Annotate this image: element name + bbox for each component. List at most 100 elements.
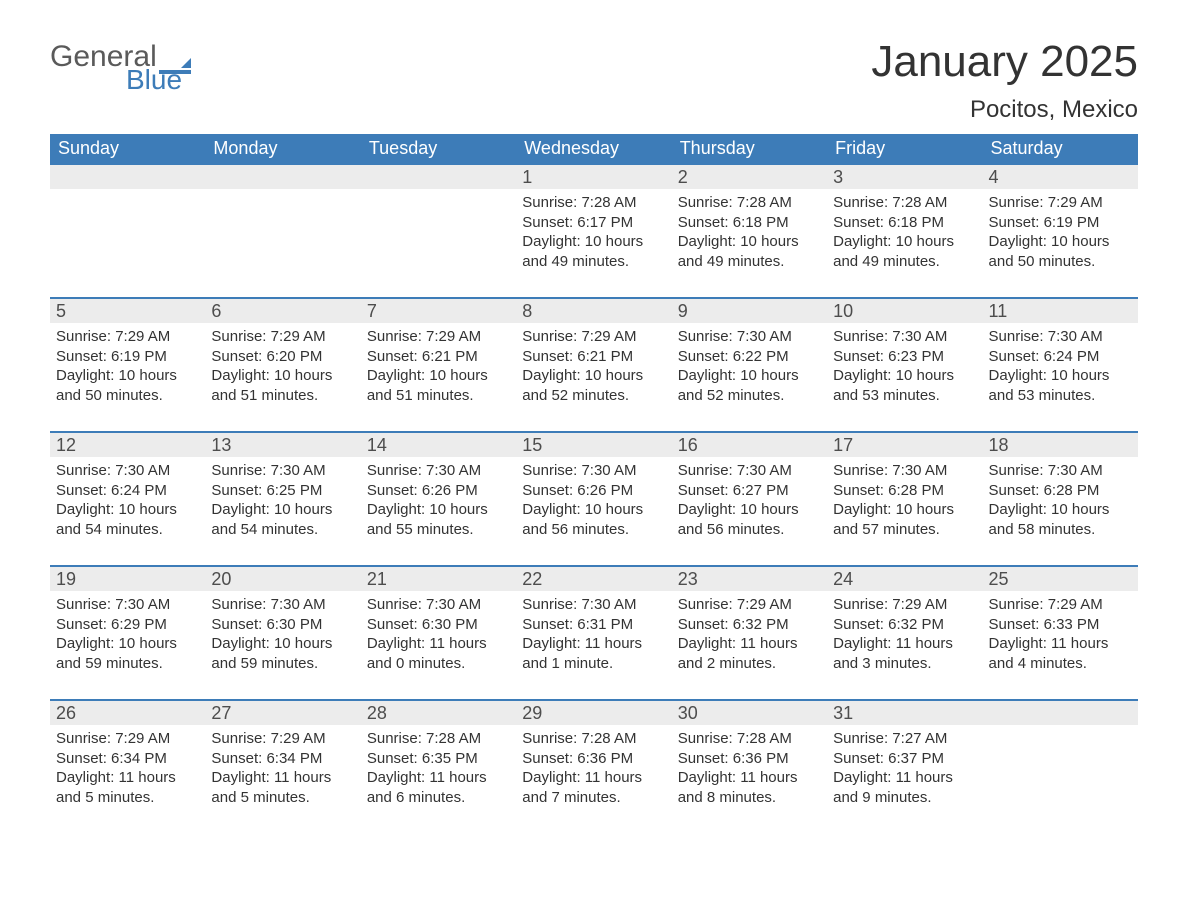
day-cell: 25Sunrise: 7:29 AMSunset: 6:33 PMDayligh…: [983, 565, 1138, 683]
day-header-row: Sunday Monday Tuesday Wednesday Thursday…: [50, 134, 1138, 163]
day-cell: [983, 699, 1138, 817]
daylight-text: Daylight: 10 hours and 51 minutes.: [367, 366, 510, 405]
day-body: Sunrise: 7:30 AMSunset: 6:24 PMDaylight:…: [50, 457, 205, 549]
week-row: 12Sunrise: 7:30 AMSunset: 6:24 PMDayligh…: [50, 431, 1138, 549]
day-cell: 16Sunrise: 7:30 AMSunset: 6:27 PMDayligh…: [672, 431, 827, 549]
sunset-text: Sunset: 6:30 PM: [367, 615, 510, 635]
sunrise-text: Sunrise: 7:30 AM: [522, 595, 665, 615]
day-header-sunday: Sunday: [50, 134, 205, 163]
sunset-text: Sunset: 6:18 PM: [833, 213, 976, 233]
daylight-text: Daylight: 11 hours and 1 minute.: [522, 634, 665, 673]
daylight-text: Daylight: 11 hours and 0 minutes.: [367, 634, 510, 673]
day-cell: 23Sunrise: 7:29 AMSunset: 6:32 PMDayligh…: [672, 565, 827, 683]
daylight-text: Daylight: 11 hours and 7 minutes.: [522, 768, 665, 807]
day-number: 11: [983, 297, 1138, 323]
sunrise-text: Sunrise: 7:30 AM: [56, 461, 199, 481]
day-body: Sunrise: 7:30 AMSunset: 6:26 PMDaylight:…: [516, 457, 671, 549]
day-body: [50, 189, 205, 281]
day-body: Sunrise: 7:29 AMSunset: 6:20 PMDaylight:…: [205, 323, 360, 415]
day-cell: 7Sunrise: 7:29 AMSunset: 6:21 PMDaylight…: [361, 297, 516, 415]
daylight-text: Daylight: 11 hours and 5 minutes.: [56, 768, 199, 807]
daylight-text: Daylight: 10 hours and 57 minutes.: [833, 500, 976, 539]
day-cell: 2Sunrise: 7:28 AMSunset: 6:18 PMDaylight…: [672, 163, 827, 281]
day-body: Sunrise: 7:30 AMSunset: 6:30 PMDaylight:…: [205, 591, 360, 683]
day-number: 1: [516, 163, 671, 189]
week-row: 19Sunrise: 7:30 AMSunset: 6:29 PMDayligh…: [50, 565, 1138, 683]
daylight-text: Daylight: 10 hours and 52 minutes.: [522, 366, 665, 405]
day-number: 16: [672, 431, 827, 457]
sunrise-text: Sunrise: 7:29 AM: [56, 327, 199, 347]
sunset-text: Sunset: 6:34 PM: [56, 749, 199, 769]
day-body: Sunrise: 7:29 AMSunset: 6:32 PMDaylight:…: [827, 591, 982, 683]
day-cell: 11Sunrise: 7:30 AMSunset: 6:24 PMDayligh…: [983, 297, 1138, 415]
day-body: Sunrise: 7:30 AMSunset: 6:27 PMDaylight:…: [672, 457, 827, 549]
sunrise-text: Sunrise: 7:28 AM: [833, 193, 976, 213]
daylight-text: Daylight: 10 hours and 56 minutes.: [522, 500, 665, 539]
day-body: Sunrise: 7:29 AMSunset: 6:34 PMDaylight:…: [205, 725, 360, 817]
sunrise-text: Sunrise: 7:30 AM: [211, 595, 354, 615]
day-cell: 19Sunrise: 7:30 AMSunset: 6:29 PMDayligh…: [50, 565, 205, 683]
sunset-text: Sunset: 6:32 PM: [833, 615, 976, 635]
sunrise-text: Sunrise: 7:28 AM: [678, 729, 821, 749]
sunset-text: Sunset: 6:28 PM: [989, 481, 1132, 501]
day-header-friday: Friday: [827, 134, 982, 163]
day-body: Sunrise: 7:28 AMSunset: 6:35 PMDaylight:…: [361, 725, 516, 817]
day-header-monday: Monday: [205, 134, 360, 163]
day-number: 24: [827, 565, 982, 591]
day-cell: [205, 163, 360, 281]
sunset-text: Sunset: 6:26 PM: [367, 481, 510, 501]
daylight-text: Daylight: 10 hours and 49 minutes.: [522, 232, 665, 271]
day-cell: [361, 163, 516, 281]
day-header-wednesday: Wednesday: [516, 134, 671, 163]
day-body: Sunrise: 7:30 AMSunset: 6:29 PMDaylight:…: [50, 591, 205, 683]
daylight-text: Daylight: 10 hours and 54 minutes.: [56, 500, 199, 539]
sunrise-text: Sunrise: 7:29 AM: [678, 595, 821, 615]
day-cell: 17Sunrise: 7:30 AMSunset: 6:28 PMDayligh…: [827, 431, 982, 549]
day-number: 23: [672, 565, 827, 591]
day-cell: 27Sunrise: 7:29 AMSunset: 6:34 PMDayligh…: [205, 699, 360, 817]
day-body: Sunrise: 7:28 AMSunset: 6:18 PMDaylight:…: [827, 189, 982, 281]
day-cell: 6Sunrise: 7:29 AMSunset: 6:20 PMDaylight…: [205, 297, 360, 415]
sunrise-text: Sunrise: 7:30 AM: [678, 327, 821, 347]
sunset-text: Sunset: 6:27 PM: [678, 481, 821, 501]
day-body: Sunrise: 7:29 AMSunset: 6:33 PMDaylight:…: [983, 591, 1138, 683]
day-cell: 29Sunrise: 7:28 AMSunset: 6:36 PMDayligh…: [516, 699, 671, 817]
sunset-text: Sunset: 6:19 PM: [989, 213, 1132, 233]
sunrise-text: Sunrise: 7:28 AM: [678, 193, 821, 213]
sunset-text: Sunset: 6:23 PM: [833, 347, 976, 367]
day-number: 19: [50, 565, 205, 591]
sunrise-text: Sunrise: 7:30 AM: [56, 595, 199, 615]
daylight-text: Daylight: 10 hours and 54 minutes.: [211, 500, 354, 539]
day-cell: 18Sunrise: 7:30 AMSunset: 6:28 PMDayligh…: [983, 431, 1138, 549]
day-cell: 15Sunrise: 7:30 AMSunset: 6:26 PMDayligh…: [516, 431, 671, 549]
calendar-grid: Sunday Monday Tuesday Wednesday Thursday…: [50, 134, 1138, 817]
day-body: Sunrise: 7:30 AMSunset: 6:28 PMDaylight:…: [827, 457, 982, 549]
sunrise-text: Sunrise: 7:28 AM: [367, 729, 510, 749]
day-number: 31: [827, 699, 982, 725]
daylight-text: Daylight: 10 hours and 55 minutes.: [367, 500, 510, 539]
daylight-text: Daylight: 10 hours and 50 minutes.: [989, 232, 1132, 271]
day-number: 7: [361, 297, 516, 323]
daylight-text: Daylight: 10 hours and 59 minutes.: [211, 634, 354, 673]
sunrise-text: Sunrise: 7:30 AM: [211, 461, 354, 481]
day-body: Sunrise: 7:30 AMSunset: 6:23 PMDaylight:…: [827, 323, 982, 415]
day-number: 25: [983, 565, 1138, 591]
day-cell: 20Sunrise: 7:30 AMSunset: 6:30 PMDayligh…: [205, 565, 360, 683]
sunset-text: Sunset: 6:17 PM: [522, 213, 665, 233]
logo: General Blue: [50, 40, 191, 96]
daylight-text: Daylight: 10 hours and 53 minutes.: [989, 366, 1132, 405]
daylight-text: Daylight: 10 hours and 51 minutes.: [211, 366, 354, 405]
day-body: Sunrise: 7:29 AMSunset: 6:32 PMDaylight:…: [672, 591, 827, 683]
day-cell: 28Sunrise: 7:28 AMSunset: 6:35 PMDayligh…: [361, 699, 516, 817]
day-cell: 30Sunrise: 7:28 AMSunset: 6:36 PMDayligh…: [672, 699, 827, 817]
sunset-text: Sunset: 6:21 PM: [367, 347, 510, 367]
day-body: Sunrise: 7:28 AMSunset: 6:17 PMDaylight:…: [516, 189, 671, 281]
sunrise-text: Sunrise: 7:30 AM: [833, 327, 976, 347]
daylight-text: Daylight: 10 hours and 49 minutes.: [678, 232, 821, 271]
sunset-text: Sunset: 6:22 PM: [678, 347, 821, 367]
day-cell: 1Sunrise: 7:28 AMSunset: 6:17 PMDaylight…: [516, 163, 671, 281]
day-cell: 5Sunrise: 7:29 AMSunset: 6:19 PMDaylight…: [50, 297, 205, 415]
day-number: 18: [983, 431, 1138, 457]
sunset-text: Sunset: 6:26 PM: [522, 481, 665, 501]
day-body: Sunrise: 7:29 AMSunset: 6:21 PMDaylight:…: [516, 323, 671, 415]
